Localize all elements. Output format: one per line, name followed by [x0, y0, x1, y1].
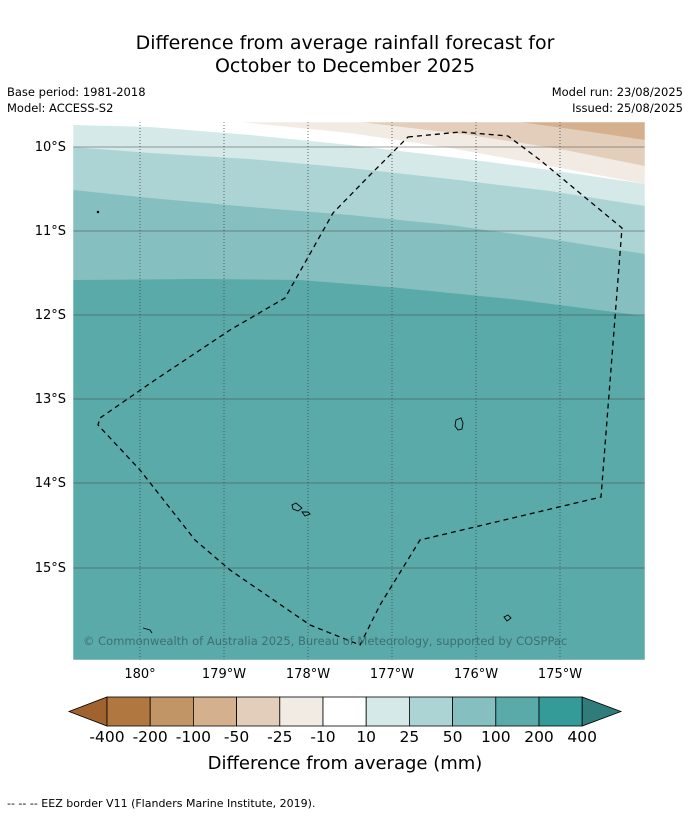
meta-right: Model run: 23/08/2025 Issued: 25/08/2025 — [552, 84, 683, 116]
lon-label-177w: 177°W — [370, 667, 414, 682]
colorbar-tick-label: -400 — [89, 728, 125, 746]
lat-label-14s: 14°S — [35, 476, 66, 491]
lat-labels: 10°S 11°S 12°S 13°S 14°S 15°S — [35, 140, 66, 576]
rainfall-map: © Commonwealth of Australia 2025, Bureau… — [35, 121, 646, 727]
lon-labels: 180° 179°W 178°W 177°W 176°W 175°W — [124, 667, 582, 682]
colorbar-extend-high — [581, 696, 623, 727]
lon-label-180: 180° — [124, 667, 155, 682]
base-period-text: Base period: 1981-2018 — [7, 85, 146, 99]
lon-label-178w: 178°W — [286, 667, 330, 682]
lon-label-175w: 175°W — [538, 667, 582, 682]
lon-label-176w: 176°W — [454, 667, 498, 682]
colorbar-swatch — [495, 696, 540, 727]
colorbar-tick-label: 25 — [399, 728, 420, 746]
island-islet — [301, 511, 311, 517]
colorbar-title: Difference from average (mm) — [207, 753, 483, 774]
colorbar-tick-label: -50 — [223, 728, 250, 746]
lat-label-15s: 15°S — [35, 561, 66, 576]
colorbar-swatch — [538, 696, 583, 727]
colorbar-tick-label: -100 — [175, 728, 211, 746]
lon-label-179w: 179°W — [202, 667, 246, 682]
colorbar-tick-label: 200 — [524, 728, 554, 746]
meta-left: Base period: 1981-2018 Model: ACCESS-S2 — [7, 84, 146, 116]
lat-gridlines — [73, 146, 645, 569]
islands — [96, 210, 512, 634]
colorbar-swatch — [322, 696, 367, 727]
rainfall-contours — [73, 122, 645, 660]
colorbar-swatch — [106, 696, 151, 727]
colorbar — [67, 696, 623, 727]
model-run-text: Model run: 23/08/2025 — [551, 85, 683, 99]
model-text: Model: ACCESS-S2 — [7, 101, 114, 115]
issued-text: Issued: 25/08/2025 — [572, 101, 683, 115]
lat-label-12s: 12°S — [35, 308, 66, 323]
island-dot — [96, 210, 100, 214]
colorbar-tick-label: -10 — [310, 728, 336, 746]
island-small-east — [503, 614, 512, 622]
colorbar-extend-low — [67, 696, 108, 727]
colorbar-swatch — [452, 696, 497, 727]
colorbar-tick-label: 400 — [567, 728, 597, 746]
plot-frame — [72, 121, 646, 661]
lat-label-10s: 10°S — [35, 140, 66, 155]
island-small-west — [142, 627, 153, 634]
map-title-line1: Difference from average rainfall forecas… — [135, 32, 555, 54]
map-title-line2: October to December 2025 — [214, 55, 476, 77]
eez-border — [97, 131, 623, 646]
eez-legend-footer: -- -- -- EEZ border V11 (Flanders Marine… — [7, 797, 316, 810]
colorbar-swatch — [149, 696, 194, 727]
colorbar-swatch — [279, 696, 324, 727]
band-minus25-minus50 — [360, 122, 645, 166]
lat-label-13s: 13°S — [35, 392, 66, 407]
colorbar-tick-label: 100 — [481, 728, 511, 746]
colorbar-swatch — [365, 696, 410, 727]
colorbar-tick-label: 10 — [356, 728, 377, 746]
island-niulakita — [454, 417, 464, 431]
island-fakaofo — [291, 502, 303, 512]
colorbar-swatch — [236, 696, 281, 727]
colorbar-swatch — [192, 696, 237, 727]
colorbar-swatch — [408, 696, 453, 727]
band-minus50-minus100 — [520, 122, 645, 140]
colorbar-tick-label: -200 — [132, 728, 168, 746]
copyright-text: © Commonwealth of Australia 2025, Bureau… — [83, 634, 567, 648]
colorbar-tick-label: -25 — [267, 728, 293, 746]
colorbar-tick-label: 50 — [442, 728, 463, 746]
lat-label-11s: 11°S — [35, 224, 66, 239]
